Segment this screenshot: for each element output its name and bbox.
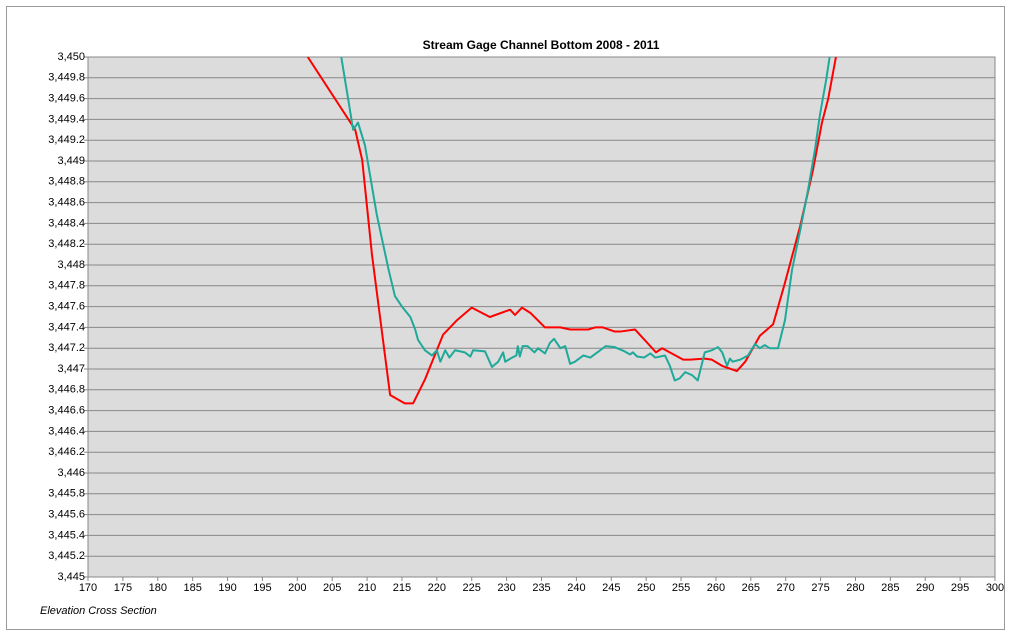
x-tick-label: 245 xyxy=(602,582,620,594)
y-tick-label: 3,445.8 xyxy=(48,488,85,500)
y-tick-label: 3,449.2 xyxy=(48,134,85,146)
y-tick-label: 3,446.6 xyxy=(48,405,85,417)
x-tick-label: 200 xyxy=(288,582,306,594)
y-tick-label: 3,446 xyxy=(57,467,85,479)
y-tick-label: 3,448 xyxy=(57,259,85,271)
y-tick-label: 3,448.2 xyxy=(48,238,85,250)
x-tick-label: 180 xyxy=(149,582,167,594)
x-tick-label: 260 xyxy=(707,582,725,594)
lines xyxy=(306,57,837,405)
chart-title: Stream Gage Channel Bottom 2008 - 2011 xyxy=(423,38,660,52)
y-tick-label: 3,449.4 xyxy=(48,113,85,125)
x-tick-label: 170 xyxy=(79,582,97,594)
x-tick-label: 220 xyxy=(428,582,446,594)
labels: 3,445 3,445.2 3,445.4 3,445.6 3,445.8 3,446 3,… xyxy=(48,51,1004,594)
y-tick-label: 3,445.6 xyxy=(48,509,85,521)
y-tick-label: 3,446.8 xyxy=(48,384,85,396)
y-tick-label: 3,449.6 xyxy=(48,93,85,105)
x-tick-label: 215 xyxy=(393,582,411,594)
y-tick-label: 3,448.8 xyxy=(48,176,85,188)
plot-area xyxy=(87,56,996,578)
y-tick-label: 3,446.2 xyxy=(48,446,85,458)
grid xyxy=(84,56,996,581)
x-tick-label: 195 xyxy=(253,582,271,594)
y-tick-label: 3,449.8 xyxy=(48,72,85,84)
x-tick-label: 190 xyxy=(218,582,236,594)
x-tick-label: 185 xyxy=(183,582,201,594)
x-tick-label: 240 xyxy=(567,582,585,594)
x-tick-label: 225 xyxy=(463,582,481,594)
y-tick-label: 3,445.2 xyxy=(48,550,85,562)
series-line xyxy=(340,57,831,382)
y-tick-label: 3,448.4 xyxy=(48,217,85,229)
x-tick-label: 280 xyxy=(846,582,864,594)
x-tick-label: 205 xyxy=(323,582,341,594)
y-tick-label: 3,446.4 xyxy=(48,425,85,437)
x-tick-label: 290 xyxy=(916,582,934,594)
x-tick-label: 270 xyxy=(777,582,795,594)
x-tick-label: 210 xyxy=(358,582,376,594)
y-tick-label: 3,448.6 xyxy=(48,197,85,209)
y-tick-label: 3,450 xyxy=(57,51,85,63)
y-tick-label: 3,449 xyxy=(57,155,85,167)
x-tick-label: 300 xyxy=(986,582,1004,594)
x-tick-label: 230 xyxy=(497,582,515,594)
annotation: Elevation Cross Section xyxy=(40,605,157,617)
y-tick-label: 3,445 xyxy=(57,571,85,583)
x-tick-label: 255 xyxy=(672,582,690,594)
y-tick-label: 3,447.2 xyxy=(48,342,85,354)
y-tick-label: 3,447.8 xyxy=(48,280,85,292)
y-tick-label: 3,447.4 xyxy=(48,321,85,333)
y-tick-label: 3,447.6 xyxy=(48,301,85,313)
x-tick-label: 285 xyxy=(881,582,899,594)
x-tick-label: 175 xyxy=(114,582,132,594)
y-tick-label: 3,445.4 xyxy=(48,529,85,541)
y-tick-label: 3,447 xyxy=(57,363,85,375)
x-tick-label: 250 xyxy=(637,582,655,594)
x-tick-label: 235 xyxy=(532,582,550,594)
x-tick-label: 265 xyxy=(742,582,760,594)
x-tick-label: 295 xyxy=(951,582,969,594)
x-tick-label: 275 xyxy=(811,582,829,594)
series-line xyxy=(306,57,837,405)
